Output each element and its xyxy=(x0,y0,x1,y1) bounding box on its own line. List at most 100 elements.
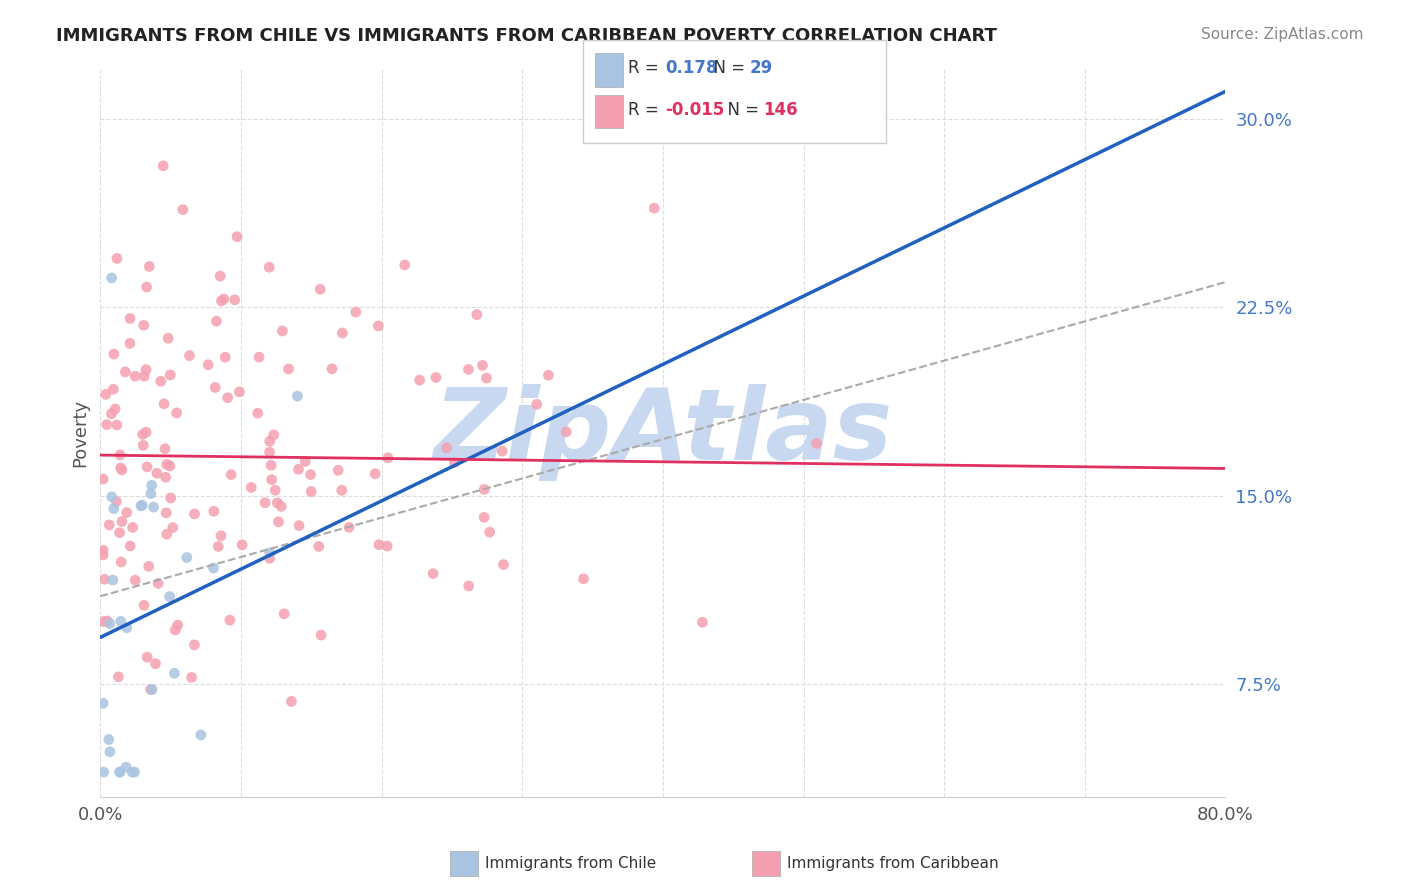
Point xyxy=(299,467,322,482)
Point xyxy=(142,500,165,515)
Point xyxy=(91,696,114,710)
Point xyxy=(149,374,172,388)
Point xyxy=(330,483,353,498)
Point xyxy=(104,401,127,416)
Point xyxy=(105,494,128,508)
Point xyxy=(124,765,146,780)
Point xyxy=(288,518,311,533)
Point xyxy=(526,397,548,411)
Point xyxy=(100,490,122,504)
Point xyxy=(135,425,157,440)
Point xyxy=(135,280,157,294)
Point xyxy=(121,520,143,534)
Point xyxy=(436,441,458,455)
Point xyxy=(153,397,176,411)
Point xyxy=(478,525,501,540)
Point xyxy=(394,258,416,272)
Point xyxy=(344,305,367,319)
Point xyxy=(555,425,578,439)
Text: Immigrants from Caribbean: Immigrants from Caribbean xyxy=(787,856,1000,871)
Text: 0.178: 0.178 xyxy=(665,59,717,77)
Point xyxy=(219,467,242,482)
Point xyxy=(111,463,134,477)
Point xyxy=(209,529,232,543)
Point xyxy=(205,314,228,328)
Point xyxy=(214,350,236,364)
Point xyxy=(330,326,353,340)
Point xyxy=(491,444,513,458)
Point xyxy=(124,369,146,384)
Point xyxy=(179,349,201,363)
Point xyxy=(308,540,330,554)
Point xyxy=(98,745,121,759)
Point xyxy=(537,368,560,383)
Point xyxy=(183,638,205,652)
Point xyxy=(425,370,447,384)
Point xyxy=(212,292,235,306)
Point xyxy=(260,473,283,487)
Point xyxy=(136,650,159,665)
Point xyxy=(457,579,479,593)
Point xyxy=(176,550,198,565)
Point xyxy=(367,318,389,333)
Point xyxy=(156,527,179,541)
Point xyxy=(211,293,233,308)
Text: 80.0%: 80.0% xyxy=(1197,806,1254,824)
Point xyxy=(103,347,125,361)
Point xyxy=(98,616,121,631)
Point xyxy=(139,486,162,500)
Point xyxy=(129,499,152,513)
Point xyxy=(270,500,292,514)
Point xyxy=(100,407,122,421)
Point xyxy=(153,442,176,456)
Point xyxy=(204,380,226,394)
Point xyxy=(259,434,281,449)
Point xyxy=(159,458,181,473)
Point xyxy=(100,271,122,285)
Point xyxy=(375,539,398,553)
Point xyxy=(118,311,141,326)
Text: Source: ZipAtlas.com: Source: ZipAtlas.com xyxy=(1201,27,1364,42)
Point xyxy=(135,362,157,376)
Point xyxy=(692,615,714,630)
Point xyxy=(98,517,121,532)
Text: ZipAtlas: ZipAtlas xyxy=(433,384,893,482)
Point xyxy=(159,368,181,382)
Point xyxy=(132,318,155,333)
Point xyxy=(207,540,229,554)
Point xyxy=(166,406,188,420)
Point xyxy=(202,504,225,518)
Point xyxy=(217,391,239,405)
Point xyxy=(257,260,280,275)
Text: IMMIGRANTS FROM CHILE VS IMMIGRANTS FROM CARIBBEAN POVERTY CORRELATION CHART: IMMIGRANTS FROM CHILE VS IMMIGRANTS FROM… xyxy=(56,27,997,45)
Point xyxy=(492,558,515,572)
Y-axis label: Poverty: Poverty xyxy=(72,399,89,467)
Point xyxy=(132,438,155,452)
Point xyxy=(105,417,128,432)
Point xyxy=(139,682,162,697)
Point xyxy=(121,765,143,780)
Point xyxy=(321,361,343,376)
Point xyxy=(260,458,283,473)
Text: N =: N = xyxy=(703,59,751,77)
Point xyxy=(218,613,240,627)
Point xyxy=(152,159,174,173)
Point xyxy=(465,308,488,322)
Point xyxy=(309,282,332,296)
Point xyxy=(91,548,114,562)
Point xyxy=(141,682,163,697)
Point xyxy=(136,459,159,474)
Point xyxy=(145,657,167,671)
Point xyxy=(472,483,495,497)
Point xyxy=(294,454,316,468)
Point xyxy=(108,765,131,780)
Point xyxy=(110,615,132,629)
Point xyxy=(141,478,163,492)
Point xyxy=(471,359,494,373)
Point xyxy=(108,525,131,540)
Point xyxy=(443,456,465,470)
Point xyxy=(259,551,281,566)
Point xyxy=(146,576,169,591)
Point xyxy=(91,615,114,629)
Point xyxy=(103,501,125,516)
